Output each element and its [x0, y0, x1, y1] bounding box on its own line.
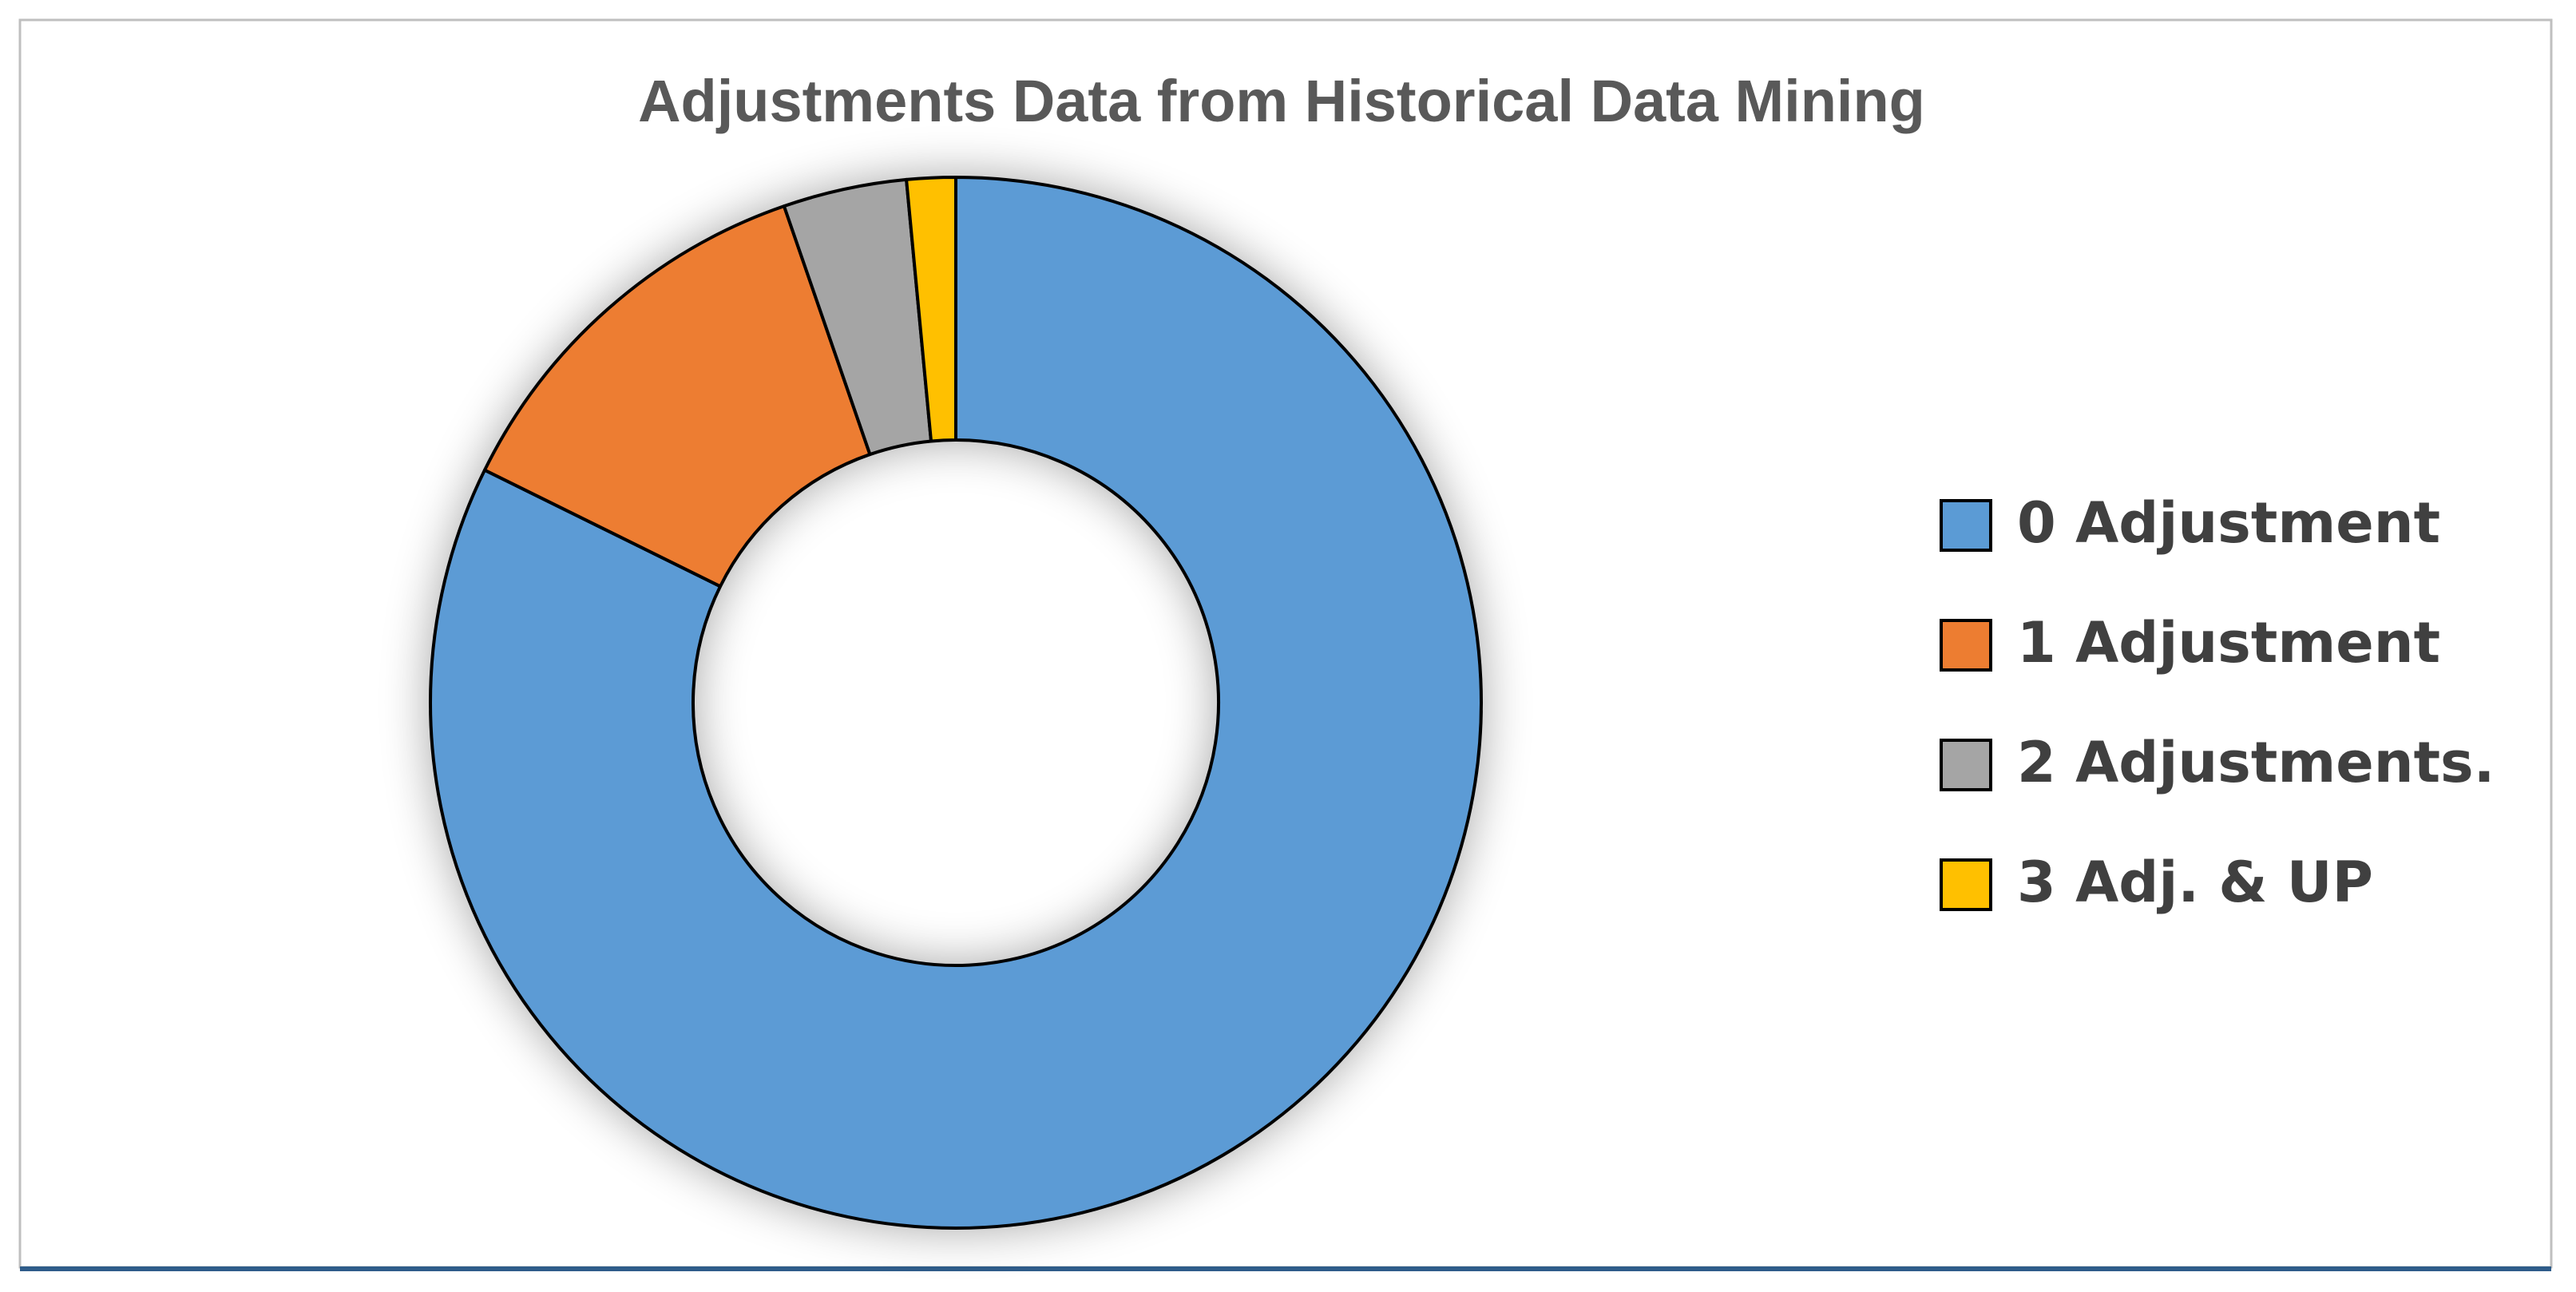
donut-segment — [905, 176, 957, 443]
donut-segment — [429, 176, 1483, 1230]
chart-title: Adjustments Data from Historical Data Mi… — [638, 68, 1925, 134]
legend-swatch — [1940, 858, 1992, 911]
legend-label: 2 Adjustments. — [2017, 730, 2495, 795]
legend-swatch — [1940, 619, 1992, 672]
legend-swatch — [1940, 739, 1992, 791]
plot-area — [429, 176, 1483, 1230]
legend-label: 3 Adj. & UP — [2017, 850, 2373, 915]
legend-label: 0 Adjustment — [2017, 490, 2440, 556]
legend-label: 1 Adjustment — [2017, 610, 2440, 676]
legend: 0 Adjustment 1 Adjustment 2 Adjustments. 3 … — [1940, 490, 2495, 915]
legend-swatch — [1940, 499, 1992, 552]
donut-segment — [483, 204, 872, 589]
